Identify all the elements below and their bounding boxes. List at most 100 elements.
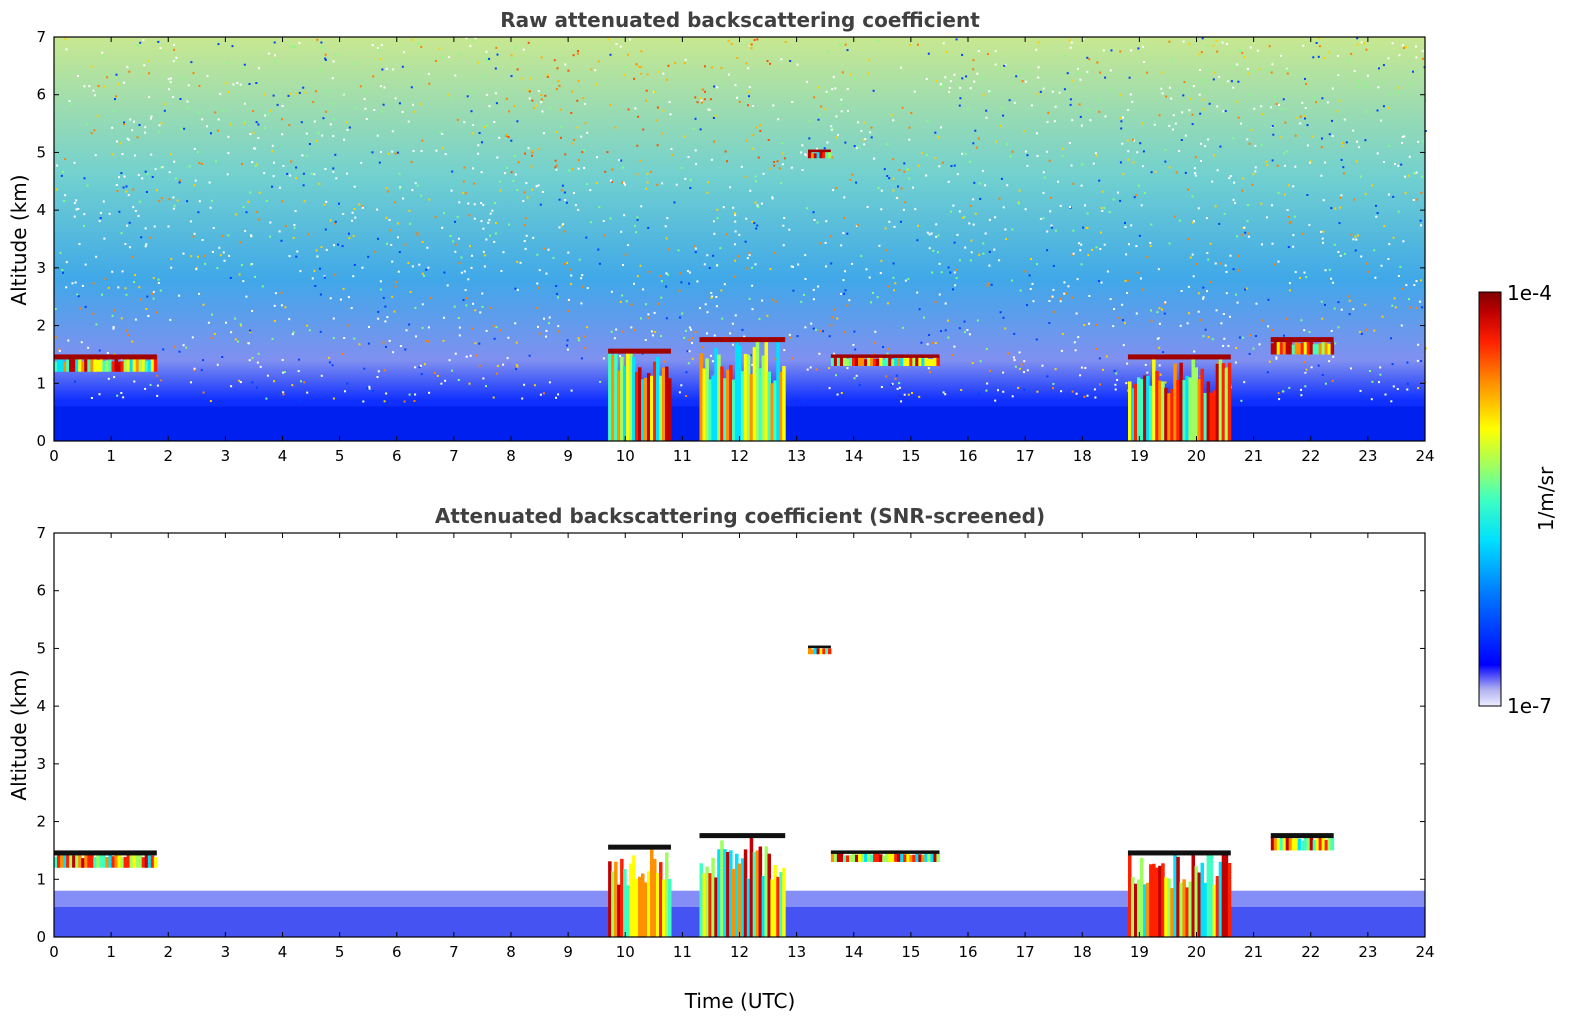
noise-speck: [498, 180, 501, 183]
noise-speck: [134, 274, 136, 277]
noise-speck: [846, 232, 849, 235]
cloud-top-edge: [608, 844, 671, 850]
noise-speck: [1353, 198, 1356, 201]
noise-speck: [886, 175, 889, 177]
noise-speck: [1085, 227, 1088, 229]
noise-speck: [700, 99, 703, 102]
noise-speck: [976, 319, 979, 322]
noise-speck: [1322, 230, 1325, 233]
noise-speck: [314, 285, 317, 287]
noise-speck: [926, 231, 929, 234]
noise-speck: [1275, 357, 1278, 360]
noise-speck: [1132, 161, 1135, 164]
noise-speck: [421, 326, 424, 329]
noise-speck: [364, 107, 367, 110]
noise-speck: [1103, 243, 1106, 246]
noise-speck: [731, 322, 734, 325]
noise-speck: [843, 216, 846, 219]
noise-speck: [426, 246, 429, 249]
cloud-streak: [816, 648, 820, 655]
noise-speck: [903, 170, 906, 173]
noise-speck: [446, 284, 449, 287]
noise-speck: [836, 393, 839, 396]
noise-speck: [256, 163, 259, 166]
noise-speck: [1006, 143, 1008, 146]
noise-speck: [515, 368, 518, 371]
noise-speck: [62, 271, 64, 274]
noise-speck: [710, 292, 713, 294]
noise-speck: [1380, 119, 1383, 122]
noise-speck: [556, 67, 559, 70]
noise-speck: [1194, 172, 1197, 175]
noise-speck: [145, 243, 148, 246]
noise-speck: [1321, 374, 1324, 376]
noise-speck: [716, 217, 719, 220]
noise-speck: [578, 258, 581, 261]
noise-speck: [853, 145, 856, 148]
noise-speck: [1193, 350, 1196, 353]
noise-speck: [358, 203, 361, 206]
noise-speck: [1336, 110, 1339, 113]
cloud-streak: [1143, 884, 1147, 937]
noise-speck: [127, 194, 130, 197]
noise-speck: [145, 308, 148, 310]
noise-speck: [812, 288, 815, 291]
noise-speck: [706, 311, 709, 314]
noise-speck: [882, 346, 885, 348]
noise-speck: [407, 262, 410, 264]
noise-speck: [715, 305, 718, 308]
cloud-streak: [114, 357, 118, 372]
noise-speck: [271, 185, 273, 188]
noise-speck: [1086, 56, 1089, 59]
noise-speck: [1224, 264, 1227, 267]
noise-speck: [1222, 313, 1225, 315]
noise-speck: [624, 66, 627, 69]
noise-speck: [1285, 317, 1288, 320]
noise-speck: [968, 333, 971, 336]
noise-speck: [193, 184, 196, 187]
noise-speck: [1254, 170, 1257, 173]
noise-speck: [1238, 49, 1241, 52]
noise-speck: [160, 197, 163, 200]
noise-speck: [1146, 371, 1149, 374]
noise-speck: [276, 103, 279, 106]
noise-speck: [552, 256, 555, 259]
noise-speck: [842, 279, 845, 282]
noise-speck: [555, 396, 557, 399]
noise-speck: [860, 129, 863, 132]
cloud-streak: [828, 648, 832, 655]
noise-speck: [665, 317, 668, 320]
noise-speck: [332, 102, 335, 105]
noise-speck: [586, 131, 589, 134]
noise-speck: [844, 270, 846, 273]
noise-speck: [920, 152, 923, 155]
noise-speck: [865, 268, 868, 271]
noise-speck: [75, 208, 78, 211]
noise-speck: [994, 50, 997, 53]
noise-speck: [1258, 68, 1261, 71]
noise-speck: [576, 52, 579, 55]
noise-speck: [353, 62, 356, 65]
noise-speck: [930, 232, 933, 235]
cloud-streak: [861, 851, 865, 862]
noise-speck: [909, 43, 912, 46]
cloud-streak: [758, 368, 763, 441]
noise-speck: [417, 42, 420, 45]
noise-speck: [319, 330, 322, 333]
cloud-streak: [1279, 342, 1284, 355]
noise-speck: [1304, 385, 1307, 388]
noise-speck: [1229, 254, 1232, 257]
noise-speck: [1174, 122, 1177, 125]
noise-speck: [1052, 264, 1055, 267]
noise-speck: [168, 171, 171, 174]
noise-speck: [467, 278, 470, 281]
noise-speck: [121, 270, 124, 273]
noise-speck: [244, 230, 247, 233]
noise-speck: [853, 78, 855, 80]
noise-speck: [747, 90, 749, 93]
cloud-streak: [72, 855, 76, 868]
noise-speck: [1359, 389, 1362, 392]
noise-speck: [843, 331, 846, 334]
noise-speck: [683, 62, 686, 65]
noise-speck: [373, 109, 376, 111]
